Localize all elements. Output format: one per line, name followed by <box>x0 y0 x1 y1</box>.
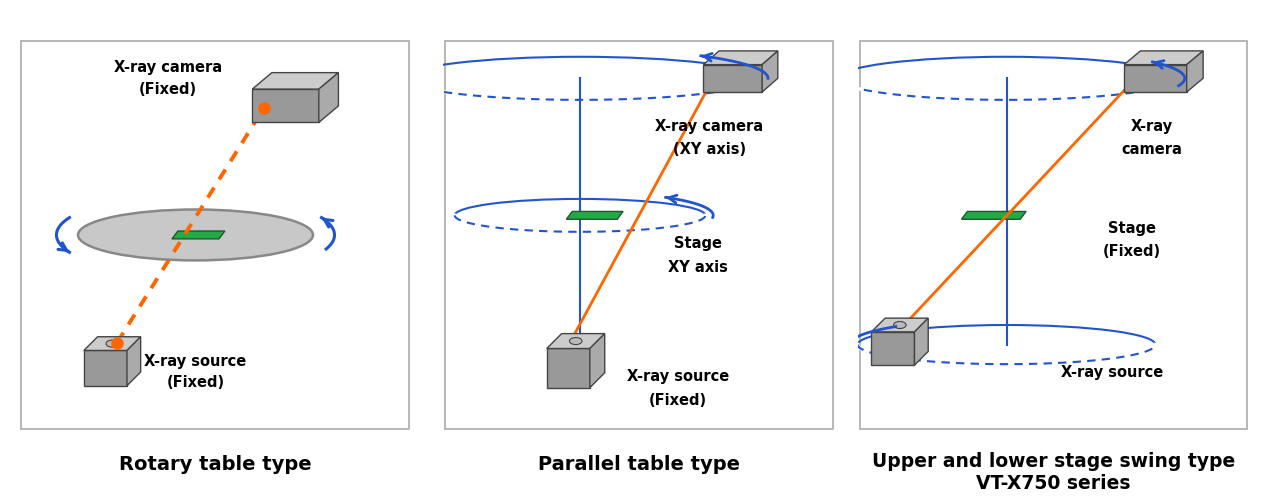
Text: Stage: Stage <box>1108 220 1156 235</box>
Polygon shape <box>872 319 928 332</box>
Polygon shape <box>914 319 928 365</box>
Text: X-ray camera: X-ray camera <box>655 119 764 134</box>
Text: (Fixed): (Fixed) <box>648 392 707 407</box>
Polygon shape <box>172 231 225 239</box>
Polygon shape <box>962 212 1026 220</box>
Ellipse shape <box>894 322 907 329</box>
Text: X-ray source: X-ray source <box>144 353 247 368</box>
Text: XY axis: XY axis <box>668 259 728 274</box>
Text: Parallel table type: Parallel table type <box>538 454 740 473</box>
Polygon shape <box>1124 52 1203 66</box>
Text: X-ray source: X-ray source <box>627 369 729 384</box>
Text: X-ray: X-ray <box>1130 119 1172 134</box>
FancyBboxPatch shape <box>22 42 408 429</box>
Polygon shape <box>252 90 318 123</box>
Polygon shape <box>704 66 763 93</box>
Polygon shape <box>1124 66 1186 93</box>
Text: camera: camera <box>1121 142 1181 157</box>
Polygon shape <box>566 212 623 220</box>
Polygon shape <box>83 337 141 351</box>
Text: Stage: Stage <box>674 236 722 251</box>
Ellipse shape <box>107 340 118 347</box>
Text: (Fixed): (Fixed) <box>139 82 198 96</box>
Ellipse shape <box>78 210 313 261</box>
Polygon shape <box>318 74 339 123</box>
Text: Upper and lower stage swing type
VT-X750 series: Upper and lower stage swing type VT-X750… <box>872 451 1235 492</box>
FancyBboxPatch shape <box>860 42 1247 429</box>
Ellipse shape <box>570 338 582 345</box>
Polygon shape <box>589 334 605 388</box>
Polygon shape <box>1186 52 1203 93</box>
Text: (Fixed): (Fixed) <box>167 375 225 389</box>
Polygon shape <box>547 349 589 388</box>
Polygon shape <box>872 332 914 365</box>
Text: X-ray camera: X-ray camera <box>114 60 222 75</box>
Polygon shape <box>547 334 605 349</box>
Polygon shape <box>252 74 339 90</box>
Polygon shape <box>83 351 127 386</box>
Text: (XY axis): (XY axis) <box>673 142 746 157</box>
Text: Rotary table type: Rotary table type <box>118 454 312 473</box>
Polygon shape <box>127 337 141 386</box>
Text: X-ray source: X-ray source <box>1061 365 1163 380</box>
FancyBboxPatch shape <box>446 42 832 429</box>
Text: (Fixed): (Fixed) <box>1103 243 1161 259</box>
Polygon shape <box>763 52 778 93</box>
Polygon shape <box>704 52 778 66</box>
